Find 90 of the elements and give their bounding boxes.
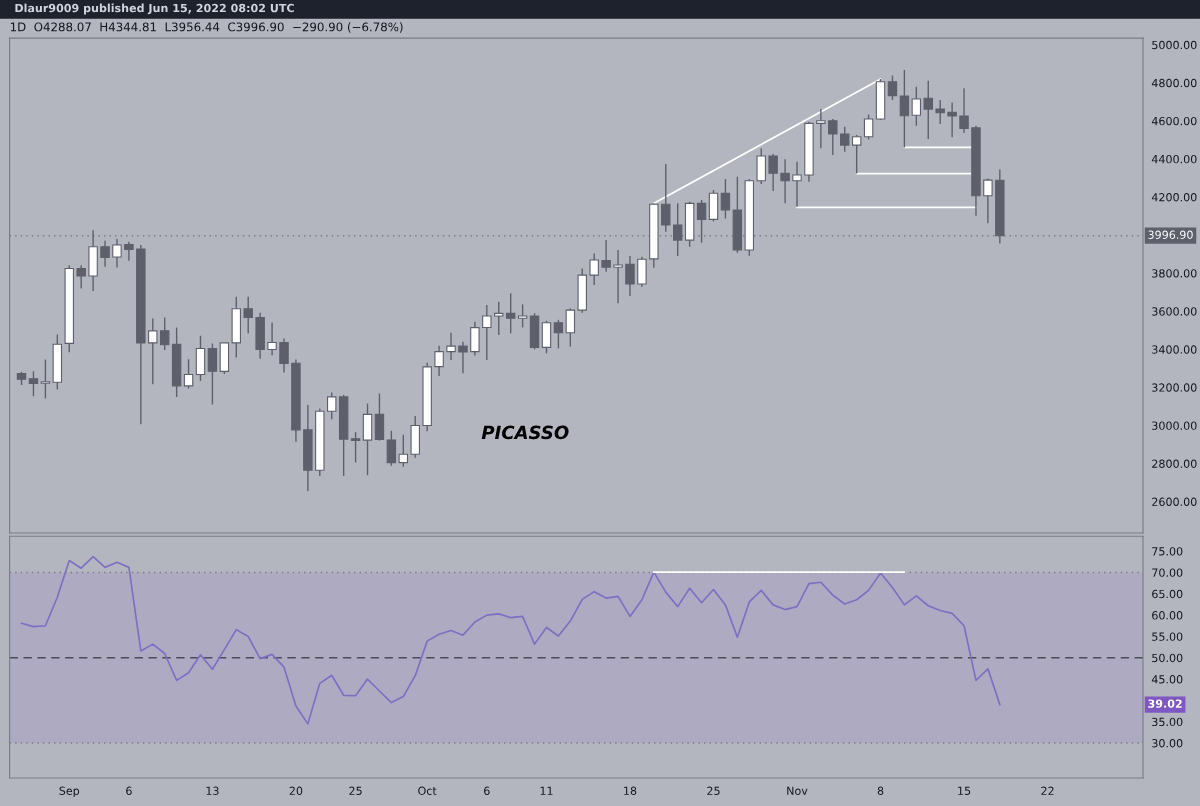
candlestick: [863, 113, 874, 141]
candlestick: [780, 158, 790, 205]
candlestick: [840, 125, 850, 153]
y-tick-label: 4800.00: [1151, 78, 1197, 88]
candlestick: [625, 255, 635, 297]
y-tick-label: 2800.00: [1152, 459, 1197, 468]
x-tick-label: 25: [349, 786, 362, 795]
candlestick: [565, 307, 576, 348]
y-tick-label: 3400.00: [1152, 345, 1197, 354]
candlestick: [28, 370, 39, 397]
candlestick: [386, 430, 397, 467]
x-tick-label: 18: [624, 786, 637, 795]
candlestick: [124, 241, 134, 262]
candlestick: [76, 264, 86, 290]
candlestick: [672, 202, 683, 257]
x-tick-label: 15: [958, 786, 971, 795]
candlestick: [553, 319, 564, 350]
y-tick-label: 4600.00: [1151, 116, 1197, 126]
candlestick: [613, 249, 623, 304]
candlestick: [40, 358, 51, 400]
candlestick: [183, 358, 194, 390]
candlestick: [959, 87, 969, 134]
candlestick: [458, 341, 468, 375]
candlestick: [100, 240, 110, 268]
candlestick: [601, 239, 611, 273]
candlestick: [243, 296, 253, 335]
x-tick-label: 25: [707, 786, 720, 795]
candlestick: [326, 391, 337, 420]
candlestick: [768, 153, 778, 192]
candlestick: [517, 303, 528, 329]
candlestick: [887, 74, 898, 101]
candlestick: [446, 332, 456, 361]
y-tick-label: 45.00: [1151, 675, 1183, 684]
candlestick: [923, 80, 933, 140]
candlestick: [279, 337, 289, 374]
y-tick-label: 3600.00: [1152, 307, 1197, 316]
y-tick-label: 3200.00: [1152, 383, 1197, 392]
candlestick: [661, 163, 671, 233]
candlestick: [505, 292, 516, 335]
x-tick-label: 6: [126, 786, 132, 795]
x-tick-label: Nov: [787, 786, 808, 795]
y-tick-label: 4400.00: [1151, 154, 1197, 164]
candlestick: [434, 345, 444, 377]
x-tick-label: 8: [877, 786, 884, 795]
chart-title: 1D O4288.07 H4344.81 L3956.44 C3996.90 −290.90 (−6.78%): [10, 22, 403, 33]
text: Dlaur9009 published Jun 15, 2022 08:02 UTC: [15, 3, 294, 15]
y-tick-label: 3800.00: [1152, 269, 1197, 278]
candlestick: [494, 301, 504, 336]
candlestick: [207, 342, 218, 406]
x-tick-label: Sep: [59, 786, 80, 798]
x-tick-label: 22: [1041, 786, 1054, 795]
candlestick: [159, 316, 170, 351]
candlestick: [816, 108, 826, 150]
candlestick: [398, 434, 409, 468]
y-tick-label: 55.00: [1152, 632, 1183, 641]
y-tick-label: 2600.00: [1152, 497, 1197, 506]
y-tick-label: 30.00: [1152, 739, 1183, 748]
y-tick-label: 65.00: [1152, 589, 1183, 599]
x-tick-label: 6: [484, 786, 490, 795]
y-tick-label: 50.00: [1152, 653, 1183, 663]
y-tick-label: 4200.00: [1151, 193, 1197, 202]
y-tick-label: 60.00: [1152, 611, 1183, 620]
annotation: PICASSO: [481, 425, 569, 440]
candlestick: [350, 431, 361, 464]
candlestick: [148, 317, 158, 385]
y-tick-label: 75.00: [1152, 547, 1183, 556]
candlestick: [828, 118, 838, 156]
candlestick: [720, 178, 731, 220]
candlestick: [482, 304, 492, 361]
annotation: 39.02: [1148, 699, 1182, 708]
line-series: [20, 555, 1001, 725]
ref-line-label: 3996.90: [1148, 230, 1193, 239]
candlestick: [470, 321, 480, 357]
candlestick: [696, 199, 707, 244]
candlestick: [899, 69, 910, 149]
y-tick-label: 35.00: [1152, 717, 1183, 727]
x-tick-label: Oct: [418, 786, 437, 795]
y-tick-label: 70.00: [1152, 568, 1183, 577]
candlestick: [112, 238, 122, 269]
candlestick: [911, 85, 922, 127]
candlestick: [589, 252, 599, 286]
y-tick-label: 5000.00: [1152, 40, 1197, 50]
candlestick: [267, 321, 277, 356]
x-tick-label: 11: [540, 786, 553, 795]
y-tick-label: 3000.00: [1152, 421, 1197, 430]
candlestick: [983, 177, 993, 225]
x-tick-label: 13: [206, 786, 219, 795]
x-tick-label: 20: [289, 786, 303, 795]
candlestick: [935, 99, 945, 125]
candlestick: [947, 101, 957, 138]
